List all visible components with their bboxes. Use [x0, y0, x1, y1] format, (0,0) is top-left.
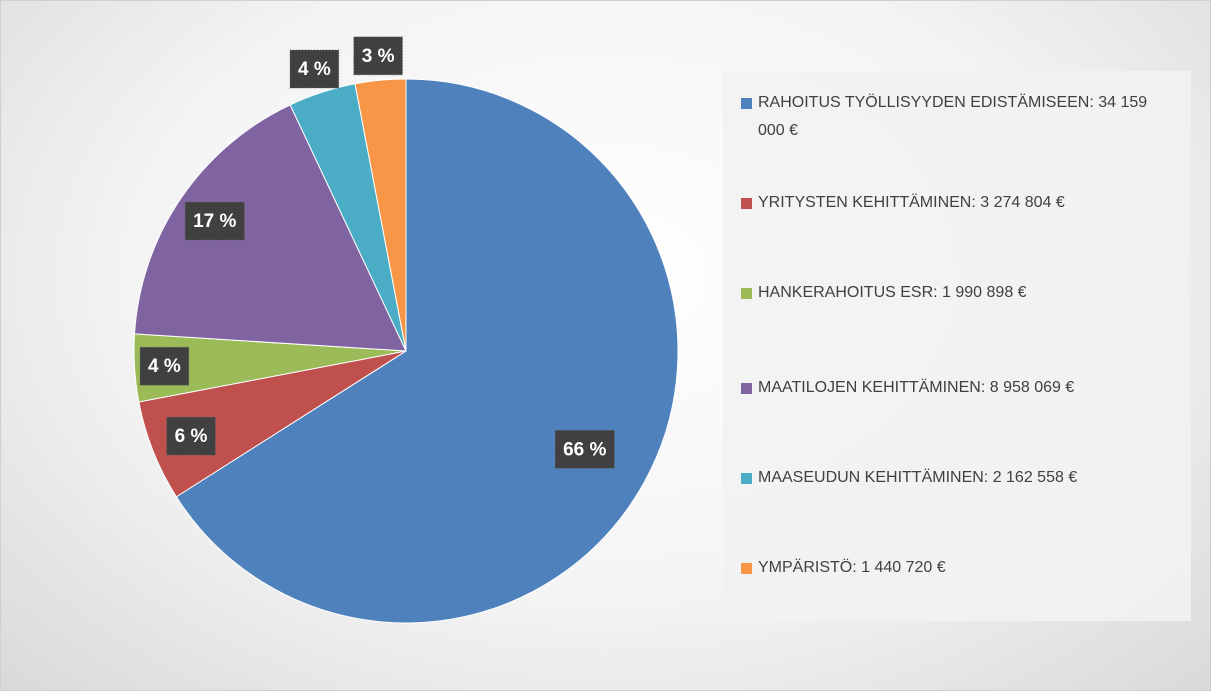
legend-label: YMPÄRISTÖ: 1 440 720 € [758, 559, 946, 576]
legend-label: MAATILOJEN KEHITTÄMINEN: 8 958 069 € [758, 379, 1075, 396]
data-label: 4 % [289, 49, 340, 89]
data-label-text: 3 % [362, 46, 395, 67]
pie: 66 % 6 % 4 % 17 % 4 % 3 % [133, 36, 679, 624]
legend-swatch [741, 473, 752, 484]
pie-slice [134, 104, 407, 352]
data-label-box [184, 201, 245, 241]
data-label-box [139, 346, 190, 386]
legend-entry: MAASEUDUN KEHITTÄMINEN: 2 162 558 € [741, 464, 1178, 492]
legend-entry: RAHOITUS TYÖLLISYYDEN EDISTÄMISEEN: 34 1… [741, 89, 1158, 145]
pie-slice [354, 78, 407, 352]
data-label-text: 17 % [193, 211, 236, 232]
pie-slice [175, 78, 679, 624]
legend-label: HANKERAHOITUS ESR: 1 990 898 € [758, 284, 1027, 301]
legend-entry: HANKERAHOITUS ESR: 1 990 898 € [741, 279, 1178, 307]
legend-swatch [741, 563, 752, 574]
legend-entry: YRITYSTEN KEHITTÄMINEN: 3 274 804 € [741, 189, 1178, 217]
data-label: 17 % [184, 201, 245, 241]
data-label-text: 66 % [563, 439, 606, 460]
data-label-text: 4 % [298, 59, 331, 80]
legend-entry: YMPÄRISTÖ: 1 440 720 € [741, 554, 1178, 582]
data-label: 6 % [166, 416, 216, 456]
legend-entry: MAATILOJEN KEHITTÄMINEN: 8 958 069 € [741, 374, 1178, 402]
data-label-text: 6 % [175, 426, 208, 447]
data-label-box [554, 429, 615, 469]
data-label-box [289, 49, 340, 89]
legend-label: MAASEUDUN KEHITTÄMINEN: 2 162 558 € [758, 469, 1078, 486]
data-label-box [353, 36, 403, 76]
legend-swatch [741, 383, 752, 394]
legend-swatch [741, 288, 752, 299]
data-label-text: 4 % [148, 356, 181, 377]
legend: RAHOITUS TYÖLLISYYDEN EDISTÄMISEEN: 34 1… [723, 71, 1191, 621]
data-label: 3 % [353, 36, 403, 76]
data-label: 66 % [554, 429, 615, 469]
legend-swatch [741, 198, 752, 209]
data-label-box [166, 416, 216, 456]
legend-label: YRITYSTEN KEHITTÄMINEN: 3 274 804 € [758, 194, 1065, 211]
legend-label: RAHOITUS TYÖLLISYYDEN EDISTÄMISEEN: 34 1… [758, 94, 1148, 139]
legend-swatch [741, 98, 752, 109]
data-label: 4 % [139, 346, 190, 386]
